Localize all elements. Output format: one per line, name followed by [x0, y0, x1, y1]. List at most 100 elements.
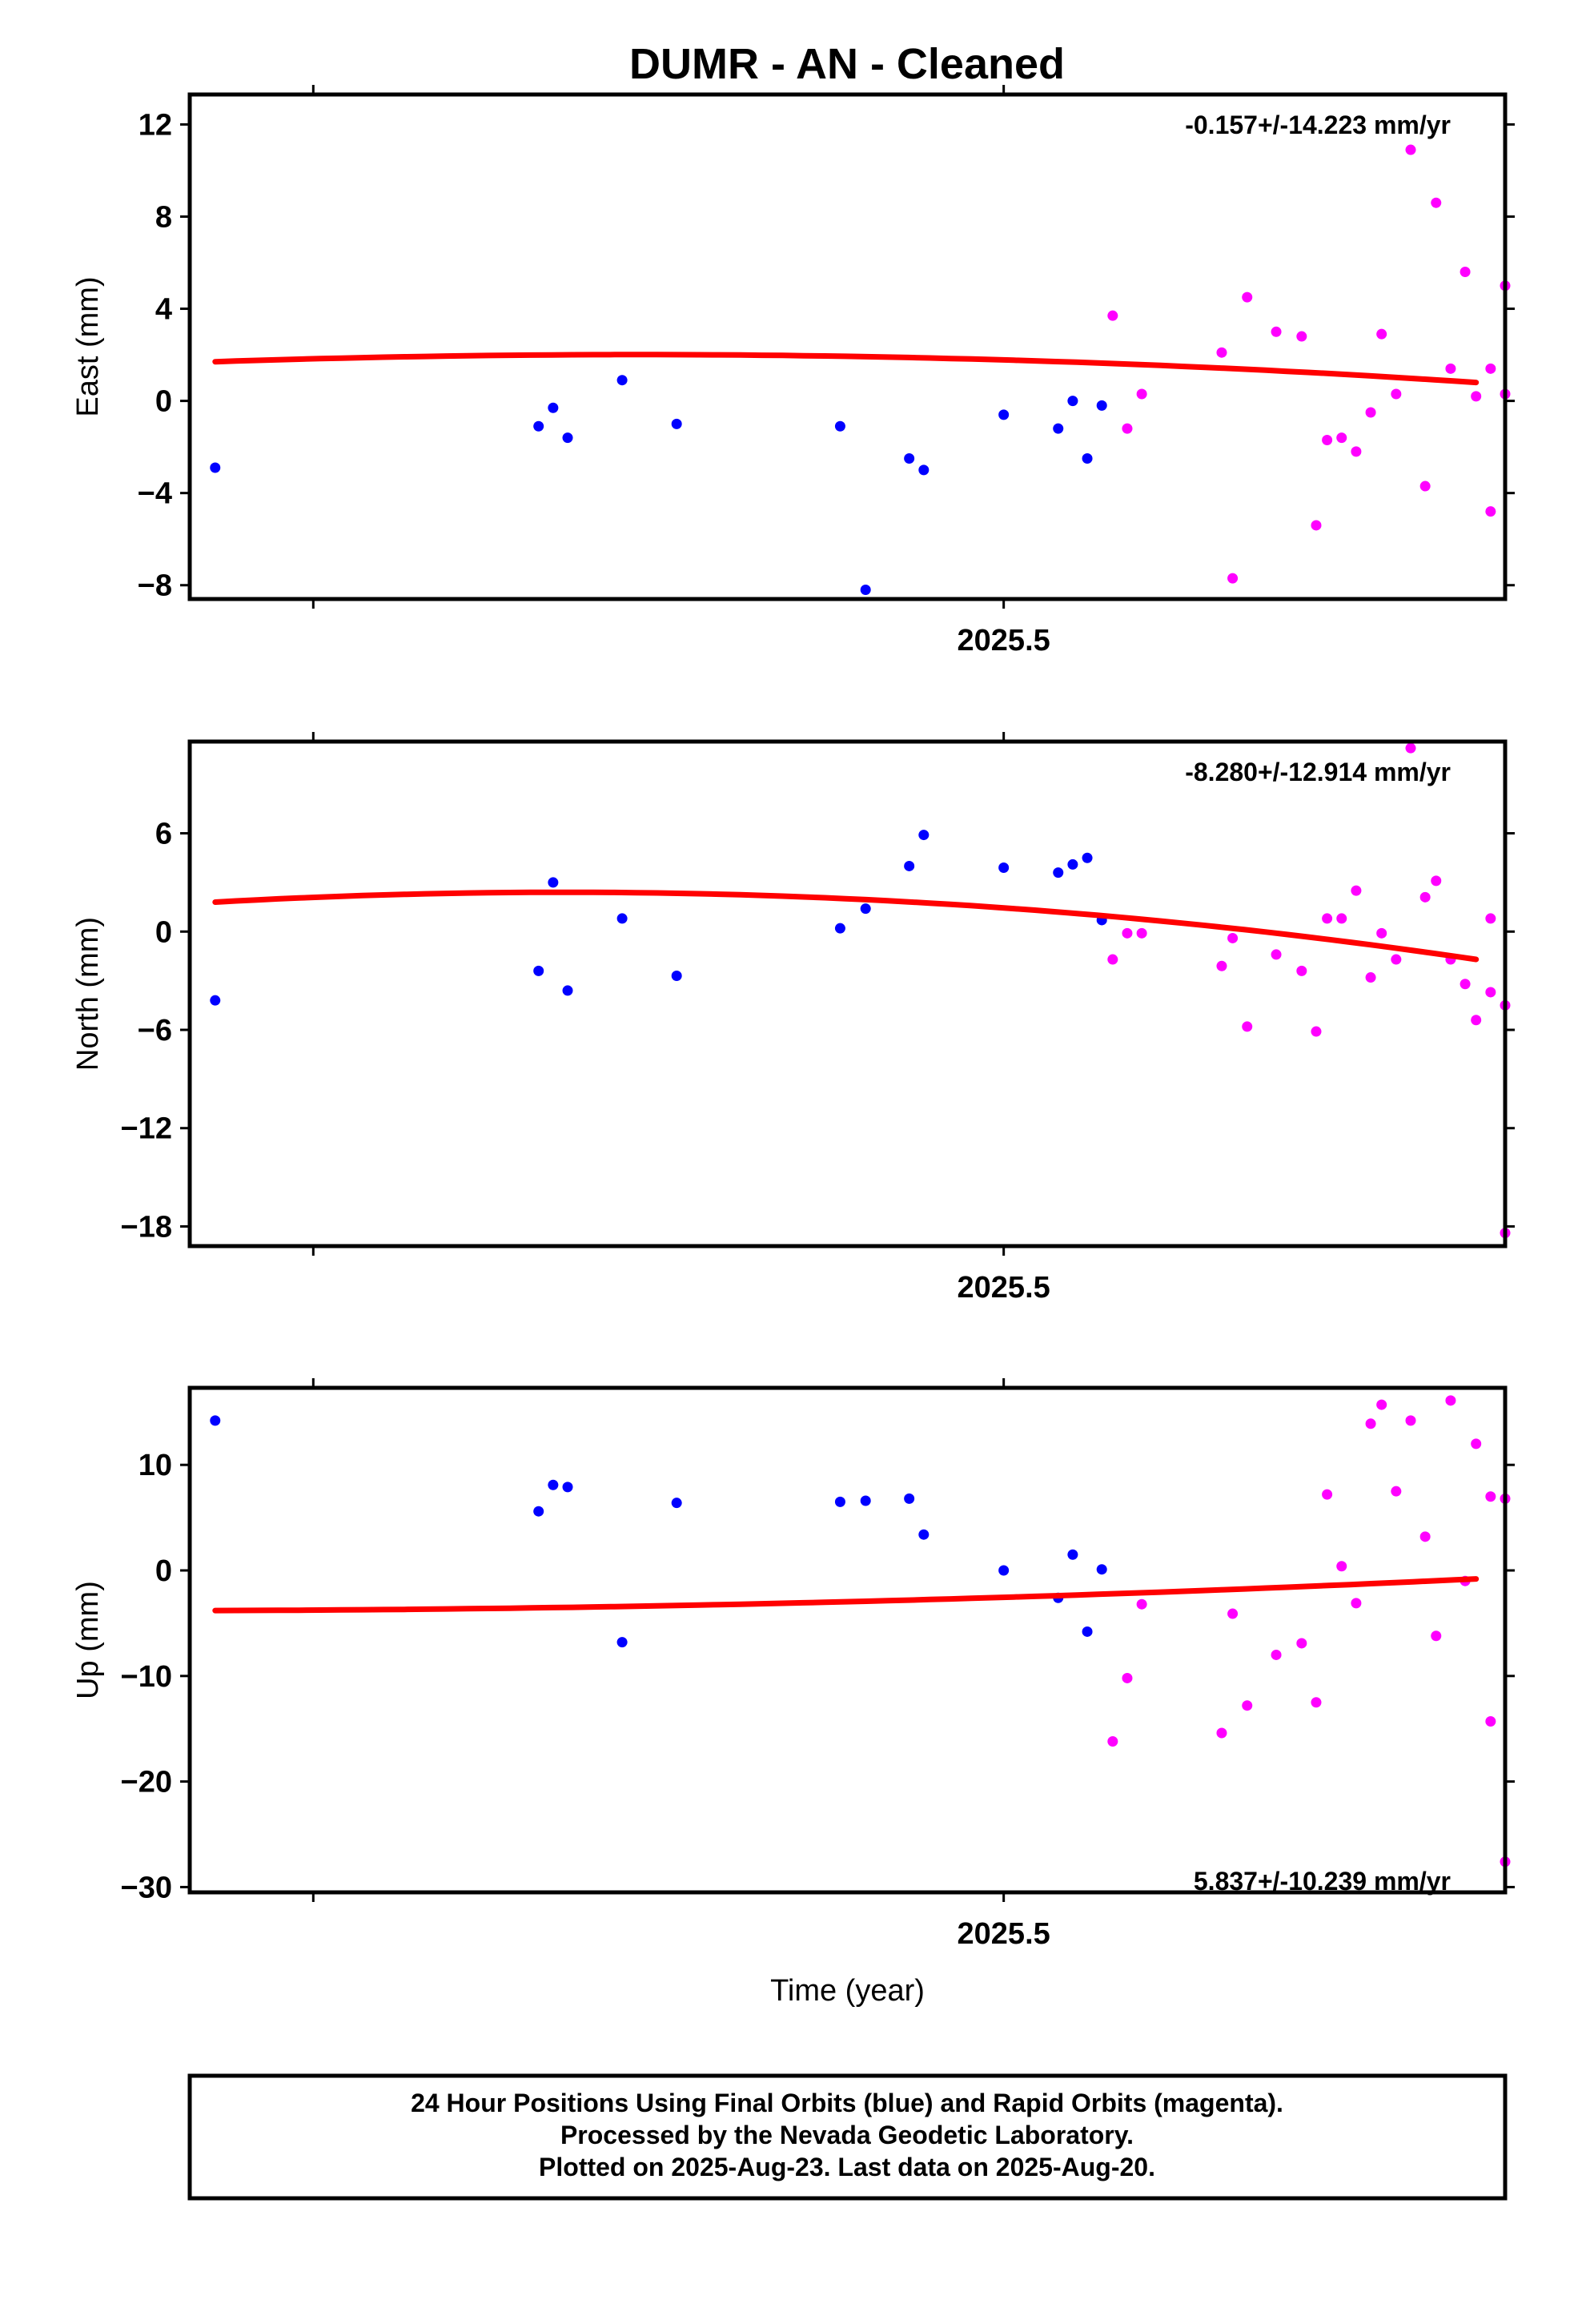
east-rapid-point — [1460, 267, 1471, 278]
up-rapid-point — [1311, 1697, 1322, 1708]
east-rapid-point — [1485, 363, 1496, 374]
north-rapid-point — [1460, 979, 1471, 990]
north-ytick-label: 6 — [155, 818, 172, 851]
up-rapid-point — [1322, 1489, 1333, 1500]
north-rapid-point — [1365, 972, 1376, 983]
east-rapid-point — [1485, 506, 1496, 517]
up-rapid-point — [1136, 1598, 1147, 1610]
north-final-point — [1067, 858, 1078, 870]
up-rapid-point — [1471, 1438, 1482, 1449]
north-rapid-point — [1322, 913, 1333, 924]
north-xtick-label: 2025.5 — [958, 1271, 1050, 1305]
east-rapid-point — [1365, 407, 1376, 418]
east-rapid-point — [1242, 292, 1253, 303]
up-trend-line — [212, 1576, 1480, 1614]
footer-line-1: 24 Hour Positions Using Final Orbits (bl… — [411, 2089, 1283, 2117]
up-final-point — [562, 1482, 573, 1493]
east-rate-annotation: -0.157+/-14.223 mm/yr — [1185, 111, 1451, 139]
up-ytick-label: −20 — [121, 1766, 172, 1799]
up-rapid-point — [1271, 1649, 1282, 1660]
north-final-point — [860, 903, 871, 915]
east-final-point — [1067, 396, 1078, 407]
figure-title: DUMR - AN - Cleaned — [629, 40, 1065, 88]
up-ytick-label: 0 — [155, 1554, 172, 1588]
north-rapid-point — [1391, 954, 1402, 965]
north-plot-frame — [187, 739, 1508, 1248]
east-ytick-label: −8 — [138, 569, 172, 603]
up-rate-annotation: 5.837+/-10.239 mm/yr — [1194, 1867, 1451, 1896]
up-rapid-point — [1391, 1486, 1402, 1497]
up-rapid-point — [1365, 1418, 1376, 1429]
up-final-point — [1067, 1549, 1078, 1560]
east-rapid-point — [1376, 328, 1387, 340]
north-ylabel: North (mm) — [71, 917, 105, 1071]
east-final-point — [834, 420, 845, 432]
up-rapid-point — [1376, 1399, 1387, 1410]
up-xtick-label: 2025.5 — [958, 1917, 1050, 1951]
north-ytick-label: 0 — [155, 915, 172, 949]
east-final-point — [998, 409, 1010, 420]
east-final-point — [671, 418, 682, 429]
up-plot-frame — [187, 1385, 1508, 1895]
east-final-point — [1096, 400, 1107, 411]
up-final-point — [834, 1496, 845, 1507]
north-rapid-point — [1351, 885, 1362, 896]
up-rapid-point — [1351, 1598, 1362, 1609]
up-rapid-point — [1485, 1715, 1496, 1727]
east-final-point — [1082, 453, 1093, 464]
east-rapid-point — [1311, 520, 1322, 531]
north-rapid-point — [1485, 987, 1496, 998]
up-final-point — [548, 1479, 559, 1490]
east-final-point — [904, 453, 915, 464]
north-final-point — [533, 965, 544, 976]
east-ylabel: East (mm) — [71, 276, 105, 416]
east-rapid-point — [1419, 480, 1431, 492]
north-rapid-point — [1107, 954, 1118, 965]
up-xlabel: Time (year) — [770, 1974, 925, 2008]
up-final-point — [533, 1506, 544, 1517]
footer-frame — [187, 2073, 1508, 2201]
north-final-point — [562, 985, 573, 996]
up-final-point — [210, 1415, 221, 1426]
north-panel: 6 0 −6 −12 −18 2025.5 North (mm) -8.280+/-12.91… — [71, 732, 1515, 1305]
north-ytick-label: −18 — [121, 1210, 172, 1244]
north-rapid-point — [1419, 891, 1431, 903]
east-plot-frame — [187, 92, 1508, 601]
east-ytick-label: −4 — [138, 477, 172, 511]
up-rapid-point — [1336, 1561, 1347, 1572]
east-rapid-point — [1445, 363, 1456, 374]
east-rapid-point — [1351, 446, 1362, 457]
up-rapid-point — [1227, 1608, 1239, 1619]
east-rapid-point — [1391, 388, 1402, 400]
east-final-point — [210, 462, 221, 473]
up-rapid-point — [1296, 1638, 1307, 1649]
north-rapid-point — [1376, 927, 1387, 939]
north-final-point — [998, 862, 1010, 873]
up-rapid-point — [1485, 1491, 1496, 1502]
east-trend-line — [212, 352, 1480, 386]
east-final-point — [533, 420, 544, 432]
north-ytick-label: −6 — [138, 1014, 172, 1047]
east-final-point — [616, 375, 628, 386]
east-rapid-point — [1336, 432, 1347, 444]
north-rapid-point — [1336, 913, 1347, 924]
east-final-point — [548, 402, 559, 413]
up-final-point — [1082, 1626, 1093, 1637]
east-rapid-point — [1405, 144, 1416, 155]
east-ytick-label: 8 — [155, 200, 172, 234]
north-rapid-point — [1311, 1026, 1322, 1037]
up-final-point — [671, 1498, 682, 1509]
up-rapid-point — [1445, 1395, 1456, 1406]
east-ytick-label: 4 — [155, 293, 172, 327]
north-rapid-point — [1405, 742, 1416, 754]
north-rapid-point — [1122, 927, 1133, 939]
up-final-point — [904, 1493, 915, 1504]
up-rapid-point — [1242, 1700, 1253, 1711]
east-final-point — [860, 584, 871, 595]
east-rapid-point — [1122, 423, 1133, 434]
up-final-point — [918, 1529, 930, 1540]
north-final-point — [834, 923, 845, 934]
up-rapid-point — [1107, 1736, 1118, 1747]
north-ytick-label: −12 — [121, 1112, 172, 1146]
